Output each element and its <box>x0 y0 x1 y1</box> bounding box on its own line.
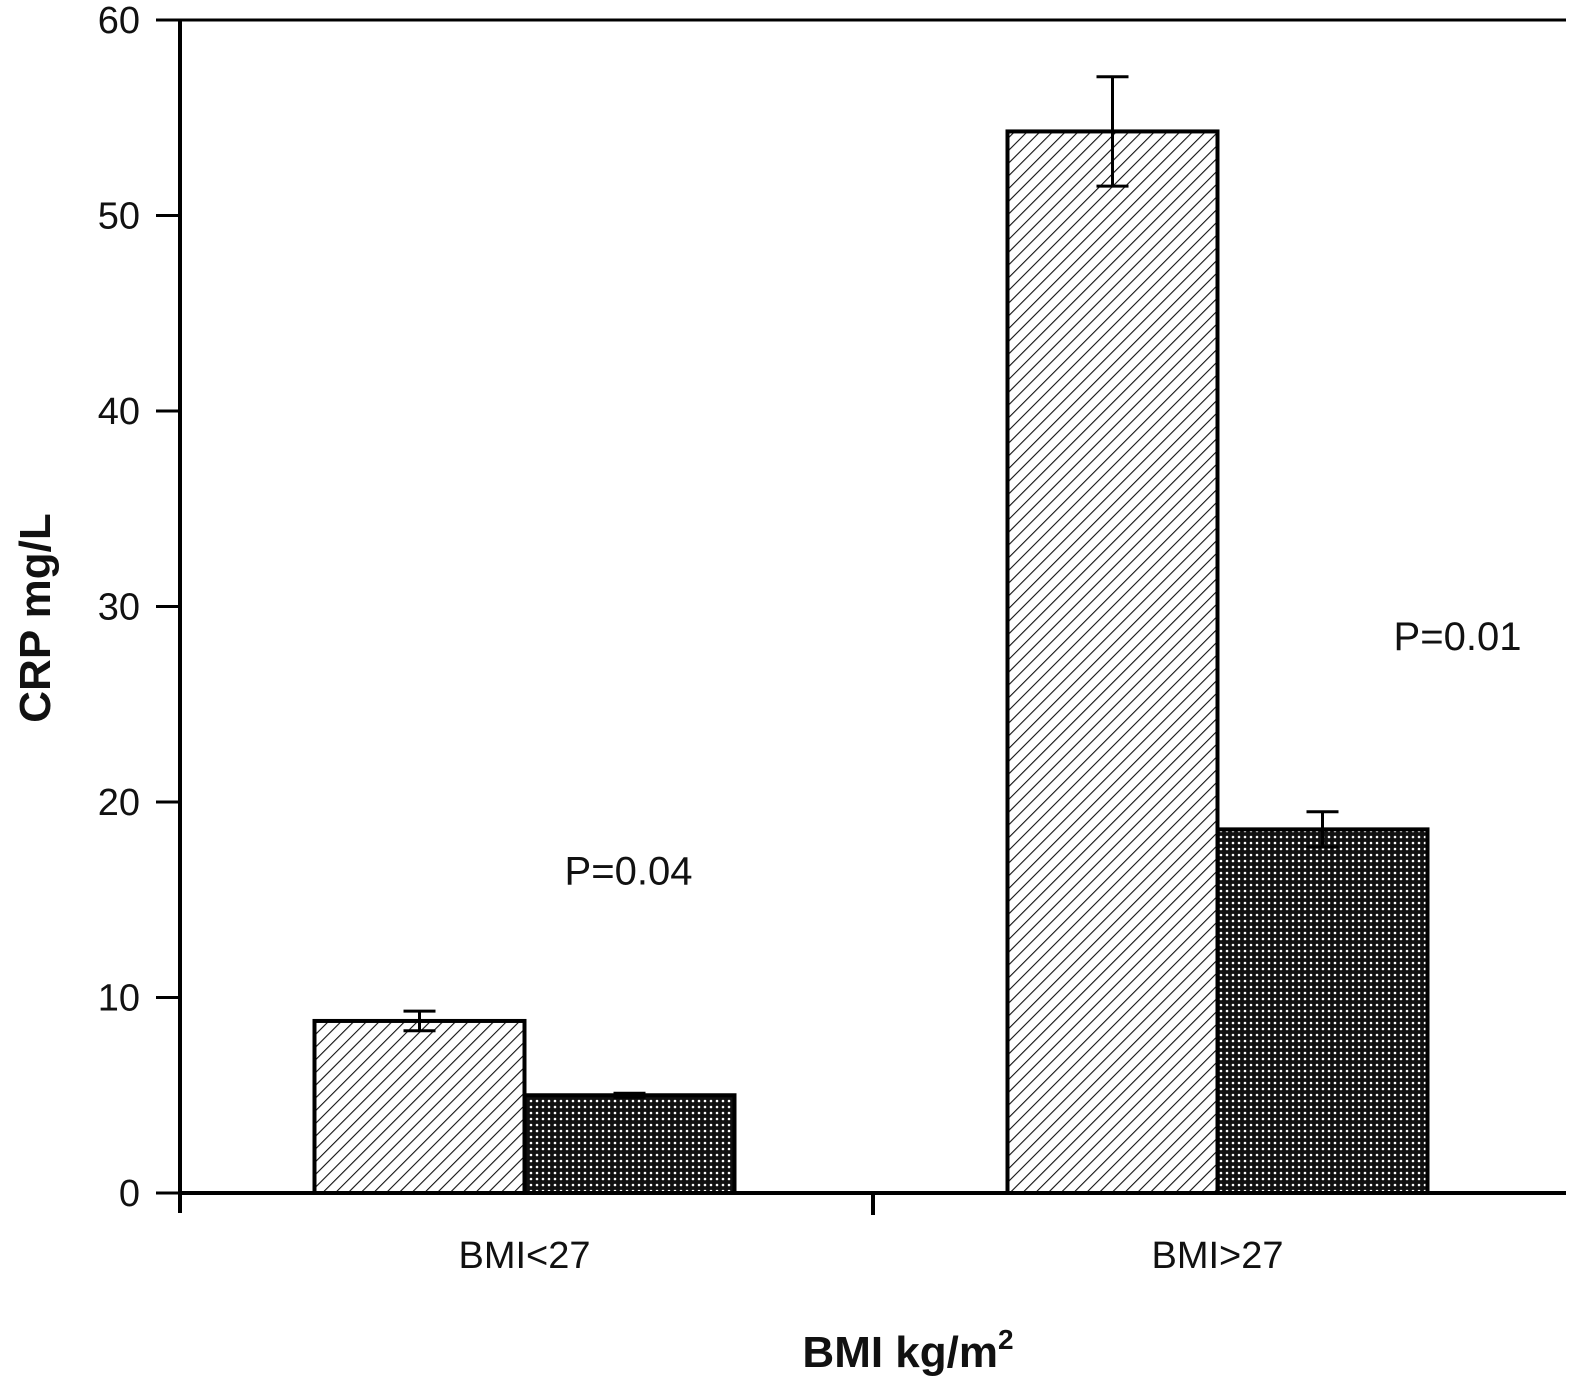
bar <box>522 1093 737 1195</box>
y-tick-label: 40 <box>98 391 140 433</box>
error-bars <box>403 75 1339 1099</box>
labels: BMI<27 BMI>27 P=0.04 P=0.01 <box>458 615 1521 1277</box>
bars <box>312 129 1430 1196</box>
y-tick-label: 0 <box>119 1173 140 1215</box>
y-axis-ticks: 0 10 20 30 40 50 60 <box>98 0 180 1215</box>
p-value-annotation: P=0.04 <box>565 849 693 893</box>
bar <box>1215 827 1430 1195</box>
y-tick-label: 30 <box>98 587 140 629</box>
x-category-label: BMI>27 <box>1151 1235 1283 1277</box>
x-axis-title-main: BMI kg/m <box>802 1328 998 1377</box>
y-axis-title: CRP mg/L <box>11 513 60 722</box>
y-tick-label: 50 <box>98 196 140 238</box>
x-category-label: BMI<27 <box>458 1235 590 1277</box>
y-tick-label: 60 <box>98 0 140 42</box>
bar <box>312 1018 527 1196</box>
x-axis-title-superscript: 2 <box>998 1324 1014 1355</box>
bar <box>1005 129 1220 1195</box>
x-axis-title: BMI kg/m2 <box>802 1324 1013 1377</box>
y-tick-label: 20 <box>98 782 140 824</box>
p-value-annotation: P=0.01 <box>1394 615 1522 659</box>
y-tick-label: 10 <box>98 978 140 1020</box>
